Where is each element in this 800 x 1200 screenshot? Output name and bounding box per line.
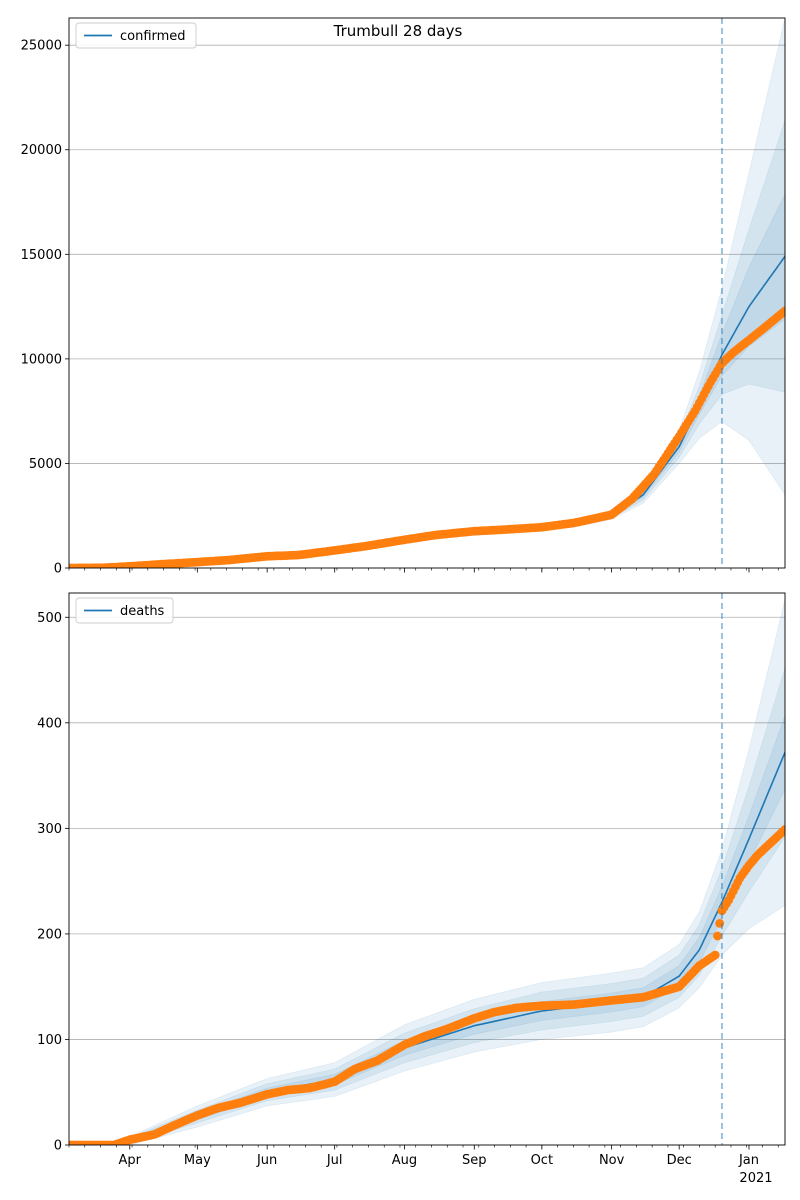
y-tick-label: 10000 bbox=[21, 352, 62, 367]
plot-frame bbox=[68, 17, 786, 569]
figure-title: Trumbull 28 days bbox=[333, 22, 463, 40]
y-tick-label: 15000 bbox=[21, 248, 62, 263]
observed-point bbox=[710, 950, 720, 960]
y-tick-label: 200 bbox=[37, 927, 62, 942]
legend: confirmed bbox=[75, 22, 197, 49]
x-year-label: 2021 bbox=[739, 1171, 772, 1186]
x-tick-label: Jun bbox=[256, 1153, 277, 1168]
confidence-band-middle bbox=[129, 667, 785, 1145]
model-line bbox=[69, 255, 785, 568]
y-tick-label: 25000 bbox=[21, 39, 62, 54]
x-tick-label: Aug bbox=[392, 1153, 417, 1168]
x-tick-label: Jan bbox=[738, 1153, 759, 1168]
y-tick-label: 5000 bbox=[29, 457, 62, 472]
legend-box bbox=[75, 22, 197, 49]
y-tick-label: 0 bbox=[54, 1139, 62, 1154]
legend-box bbox=[75, 597, 174, 624]
y-tick-label: 400 bbox=[37, 716, 62, 731]
observed-point bbox=[715, 919, 725, 928]
deaths-panel: 0 100 200 300 400 500 Apr May Jun Jul Aug Sep Oct Nov… bbox=[37, 592, 786, 1186]
observed-point bbox=[780, 825, 785, 834]
x-tick-label: Oct bbox=[531, 1153, 553, 1168]
legend-label: deaths bbox=[120, 604, 165, 619]
y-tick-label: 500 bbox=[37, 611, 62, 626]
confidence-band-outer bbox=[129, 599, 785, 1145]
plot-frame bbox=[68, 592, 786, 1146]
legend-label: confirmed bbox=[120, 29, 186, 44]
x-tick-label: May bbox=[184, 1153, 211, 1168]
x-tick-label: Dec bbox=[667, 1153, 692, 1168]
y-tick-label: 100 bbox=[37, 1033, 62, 1048]
y-tick-label: 0 bbox=[54, 562, 62, 577]
observed-point bbox=[713, 931, 722, 941]
confirmed-panel: 0 5000 10000 15000 20000 25000 confirmed bbox=[21, 17, 786, 577]
legend: deaths bbox=[75, 597, 174, 624]
x-tick-label: Sep bbox=[462, 1153, 487, 1168]
y-tick-label: 20000 bbox=[21, 143, 62, 158]
observed-point bbox=[780, 306, 785, 316]
y-tick-label: 300 bbox=[37, 822, 62, 837]
x-tick-label: Nov bbox=[599, 1153, 625, 1168]
x-tick-label: Jul bbox=[326, 1153, 343, 1168]
x-tick-label: Apr bbox=[119, 1153, 142, 1168]
confidence-band-inner bbox=[129, 715, 785, 1144]
